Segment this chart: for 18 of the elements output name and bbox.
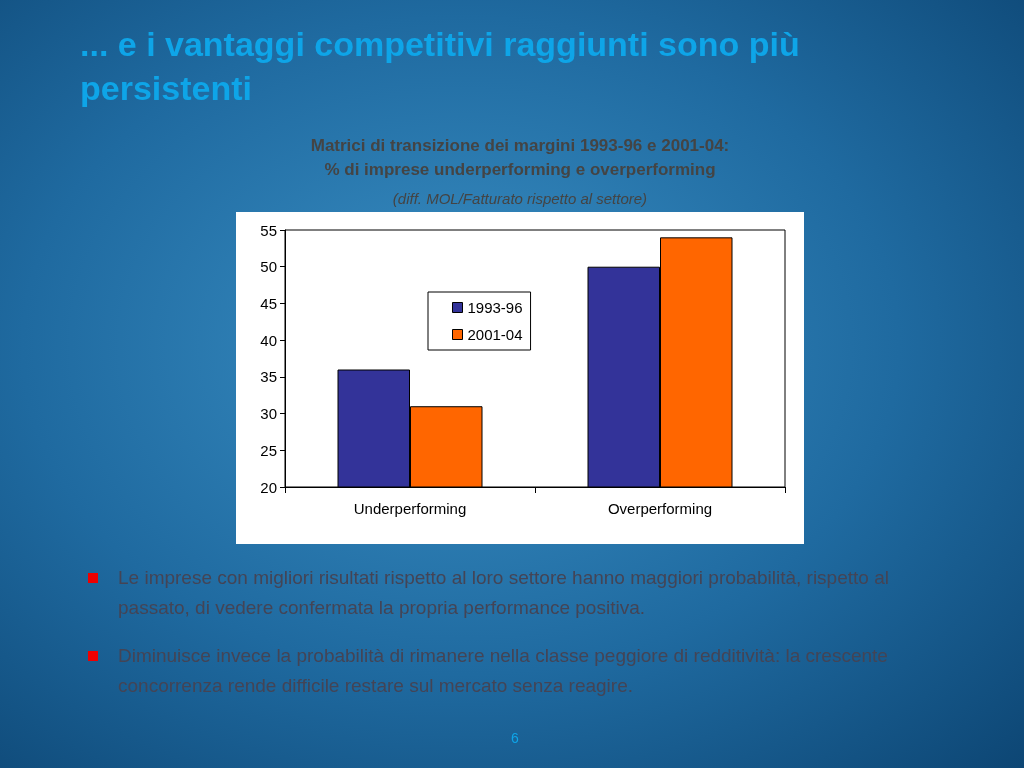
- legend-label: 1993-96: [467, 299, 523, 316]
- text: 6: [510, 730, 520, 746]
- text: (diff. MOL/Fatturato rispetto al settore): [391, 190, 649, 207]
- x-tick-label: Underperforming: [353, 500, 467, 517]
- chart-title: ... e i vantaggi competitivi raggiunti sono più persistenti: [80, 24, 801, 109]
- y-tick-label: 35: [260, 368, 277, 386]
- text: Diminuisce invece la probabilità di rimanere nella classe peggiore di redditività: la crescente concorrenza rende difficile restare sul mercato senza reagire.: [118, 644, 889, 698]
- legend-label: 2001-04: [467, 326, 523, 343]
- y-tick-label: 45: [260, 294, 277, 312]
- y-tick-label: 20: [260, 478, 277, 496]
- y-tick-label: 55: [260, 221, 277, 239]
- text: Le imprese con migliori risultati rispetto al loro settore hanno maggiori probabilità, rispetto al passato, di vedere confermata la propria performance positiva.: [118, 566, 890, 620]
- y-tick-label: 30: [260, 405, 277, 423]
- chart-subtitle: Matrici di transizione dei margini 1993-96 e 2001-04: % di imprese underperforming e overperforming: [309, 135, 731, 181]
- y-tick-label: 25: [260, 441, 277, 459]
- x-tick-label: Overperforming: [607, 500, 713, 517]
- y-tick-label: 40: [260, 331, 277, 349]
- y-tick-label: 50: [260, 258, 277, 276]
